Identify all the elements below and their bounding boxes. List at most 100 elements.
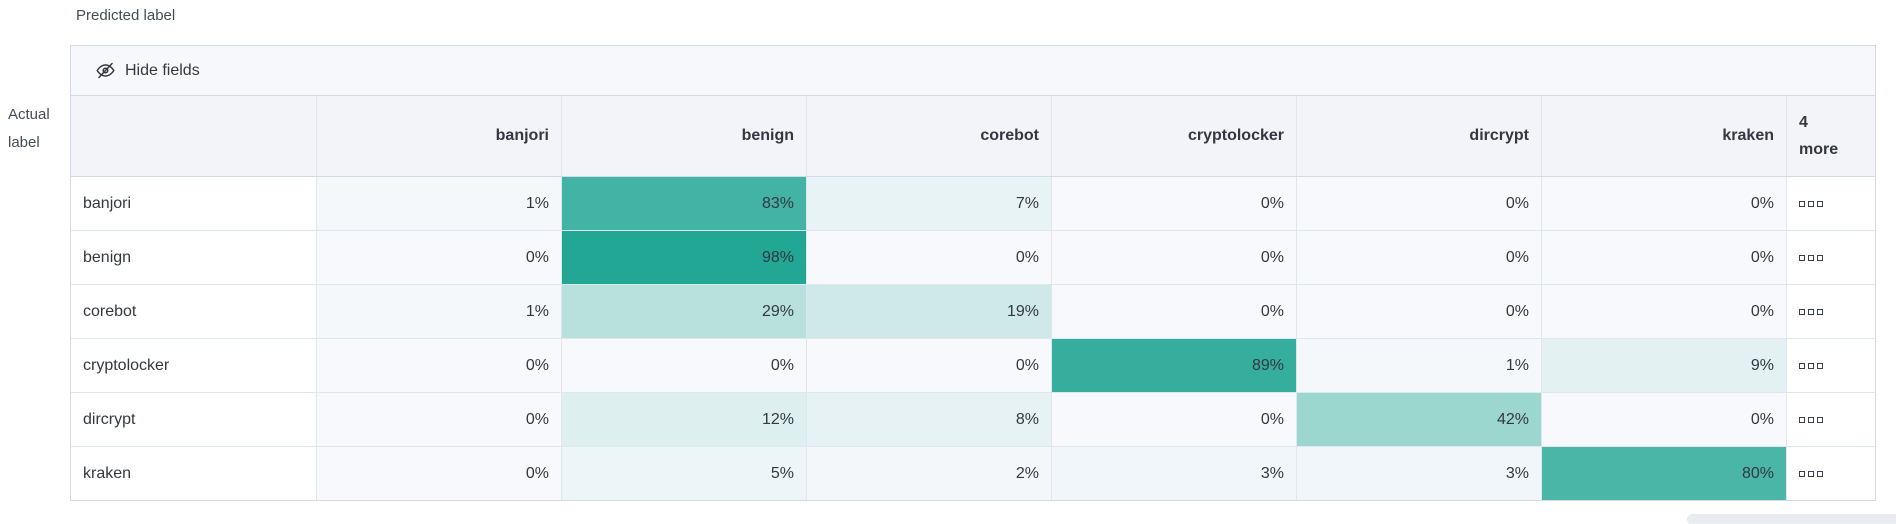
matrix-row-corebot: corebot 1% 29% 19% 0% 0% 0% xyxy=(71,285,1875,339)
actual-axis-label-line2: label xyxy=(8,134,40,151)
square-glyph xyxy=(1799,362,1805,369)
boxes-horizontal-icon xyxy=(1799,200,1823,207)
column-header-banjori[interactable]: banjori xyxy=(317,96,562,176)
square-glyph xyxy=(1817,416,1823,423)
predicted-axis-label: Predicted label xyxy=(76,7,176,24)
matrix-row-dircrypt: dircrypt 0% 12% 8% 0% 42% 0% xyxy=(71,393,1875,447)
square-glyph xyxy=(1808,308,1814,315)
matrix-cell-kraken-dircrypt[interactable]: 3% xyxy=(1297,447,1542,500)
square-glyph xyxy=(1808,200,1814,207)
eye-closed-icon xyxy=(96,62,115,79)
matrix-cell-corebot-banjori[interactable]: 1% xyxy=(317,285,562,338)
row-label-banjori[interactable]: banjori xyxy=(71,177,317,230)
more-columns-count: 4 xyxy=(1799,114,1808,131)
matrix-cell-kraken-banjori[interactable]: 0% xyxy=(317,447,562,500)
matrix-cell-banjori-kraken[interactable]: 0% xyxy=(1542,177,1787,230)
matrix-cell-kraken-corebot[interactable]: 2% xyxy=(807,447,1052,500)
square-glyph xyxy=(1799,470,1805,477)
matrix-cell-benign-dircrypt[interactable]: 0% xyxy=(1297,231,1542,284)
boxes-horizontal-icon xyxy=(1799,308,1823,315)
column-header-cryptolocker[interactable]: cryptolocker xyxy=(1052,96,1297,176)
horizontal-scrollbar-thumb[interactable] xyxy=(1687,514,1896,524)
square-glyph xyxy=(1817,200,1823,207)
matrix-cell-corebot-benign[interactable]: 29% xyxy=(562,285,807,338)
square-glyph xyxy=(1808,416,1814,423)
row-label-cryptolocker[interactable]: cryptolocker xyxy=(71,339,317,392)
more-values-button-kraken[interactable] xyxy=(1787,447,1875,500)
square-glyph xyxy=(1808,470,1814,477)
square-glyph xyxy=(1799,200,1805,207)
matrix-cell-cryptolocker-kraken[interactable]: 9% xyxy=(1542,339,1787,392)
matrix-cell-dircrypt-kraken[interactable]: 0% xyxy=(1542,393,1787,446)
matrix-row-benign: benign 0% 98% 0% 0% 0% 0% xyxy=(71,231,1875,285)
matrix-cell-benign-benign[interactable]: 98% xyxy=(562,231,807,284)
square-glyph xyxy=(1799,308,1805,315)
square-glyph xyxy=(1817,362,1823,369)
confusion-matrix-grid: Hide fields banjori benign corebot cryptolo… xyxy=(70,45,1876,501)
more-values-button-benign[interactable] xyxy=(1787,231,1875,284)
more-values-button-dircrypt[interactable] xyxy=(1787,393,1875,446)
matrix-cell-corebot-cryptolocker[interactable]: 0% xyxy=(1052,285,1297,338)
more-values-button-banjori[interactable] xyxy=(1787,177,1875,230)
square-glyph xyxy=(1817,470,1823,477)
matrix-cell-corebot-corebot[interactable]: 19% xyxy=(807,285,1052,338)
column-header-dircrypt[interactable]: dircrypt xyxy=(1297,96,1542,176)
more-columns-word: more xyxy=(1799,141,1839,158)
actual-axis-label-line1: Actual xyxy=(8,106,50,123)
matrix-cell-cryptolocker-corebot[interactable]: 0% xyxy=(807,339,1052,392)
row-label-dircrypt[interactable]: dircrypt xyxy=(71,393,317,446)
column-header-kraken[interactable]: kraken xyxy=(1542,96,1787,176)
more-values-button-corebot[interactable] xyxy=(1787,285,1875,338)
boxes-horizontal-icon xyxy=(1799,254,1823,261)
matrix-cell-benign-kraken[interactable]: 0% xyxy=(1542,231,1787,284)
matrix-row-banjori: banjori 1% 83% 7% 0% 0% 0% xyxy=(71,177,1875,231)
column-header-benign[interactable]: benign xyxy=(562,96,807,176)
hide-fields-button[interactable]: Hide fields xyxy=(95,60,200,81)
boxes-horizontal-icon xyxy=(1799,470,1823,477)
matrix-cell-banjori-benign[interactable]: 83% xyxy=(562,177,807,230)
matrix-cell-benign-corebot[interactable]: 0% xyxy=(807,231,1052,284)
matrix-cell-kraken-kraken[interactable]: 80% xyxy=(1542,447,1787,500)
row-label-corebot[interactable]: corebot xyxy=(71,285,317,338)
matrix-cell-dircrypt-benign[interactable]: 12% xyxy=(562,393,807,446)
boxes-horizontal-icon xyxy=(1799,416,1823,423)
matrix-cell-cryptolocker-dircrypt[interactable]: 1% xyxy=(1297,339,1542,392)
matrix-cell-banjori-dircrypt[interactable]: 0% xyxy=(1297,177,1542,230)
more-values-button-cryptolocker[interactable] xyxy=(1787,339,1875,392)
matrix-header-row: banjori benign corebot cryptolocker dircrypt… xyxy=(71,96,1875,177)
matrix-cell-cryptolocker-benign[interactable]: 0% xyxy=(562,339,807,392)
square-glyph xyxy=(1799,254,1805,261)
matrix-row-cryptolocker: cryptolocker 0% 0% 0% 89% 1% 9% xyxy=(71,339,1875,393)
column-header-corebot[interactable]: corebot xyxy=(807,96,1052,176)
matrix-row-kraken: kraken 0% 5% 2% 3% 3% 80% xyxy=(71,447,1875,500)
row-label-benign[interactable]: benign xyxy=(71,231,317,284)
header-corner-cell xyxy=(71,96,317,176)
matrix-cell-cryptolocker-cryptolocker[interactable]: 89% xyxy=(1052,339,1297,392)
boxes-horizontal-icon xyxy=(1799,362,1823,369)
hide-fields-label: Hide fields xyxy=(125,61,200,79)
matrix-cell-benign-cryptolocker[interactable]: 0% xyxy=(1052,231,1297,284)
square-glyph xyxy=(1799,416,1805,423)
matrix-cell-dircrypt-corebot[interactable]: 8% xyxy=(807,393,1052,446)
matrix-cell-corebot-kraken[interactable]: 0% xyxy=(1542,285,1787,338)
matrix-cell-cryptolocker-banjori[interactable]: 0% xyxy=(317,339,562,392)
matrix-cell-banjori-cryptolocker[interactable]: 0% xyxy=(1052,177,1297,230)
actual-axis-label: Actual label xyxy=(8,101,50,157)
matrix-cell-dircrypt-cryptolocker[interactable]: 0% xyxy=(1052,393,1297,446)
matrix-cell-benign-banjori[interactable]: 0% xyxy=(317,231,562,284)
matrix-cell-kraken-cryptolocker[interactable]: 3% xyxy=(1052,447,1297,500)
more-columns-header[interactable]: 4 more xyxy=(1787,96,1875,176)
matrix-cell-banjori-corebot[interactable]: 7% xyxy=(807,177,1052,230)
matrix-cell-corebot-dircrypt[interactable]: 0% xyxy=(1297,285,1542,338)
grid-toolbar: Hide fields xyxy=(71,46,1875,96)
square-glyph xyxy=(1808,254,1814,261)
matrix-cell-dircrypt-dircrypt[interactable]: 42% xyxy=(1297,393,1542,446)
matrix-body: banjori 1% 83% 7% 0% 0% 0% benign 0% 98% 0% 0% 0% 0% c… xyxy=(71,177,1875,500)
matrix-cell-dircrypt-banjori[interactable]: 0% xyxy=(317,393,562,446)
square-glyph xyxy=(1817,254,1823,261)
matrix-cell-kraken-benign[interactable]: 5% xyxy=(562,447,807,500)
square-glyph xyxy=(1808,362,1814,369)
matrix-cell-banjori-banjori[interactable]: 1% xyxy=(317,177,562,230)
row-label-kraken[interactable]: kraken xyxy=(71,447,317,500)
square-glyph xyxy=(1817,308,1823,315)
